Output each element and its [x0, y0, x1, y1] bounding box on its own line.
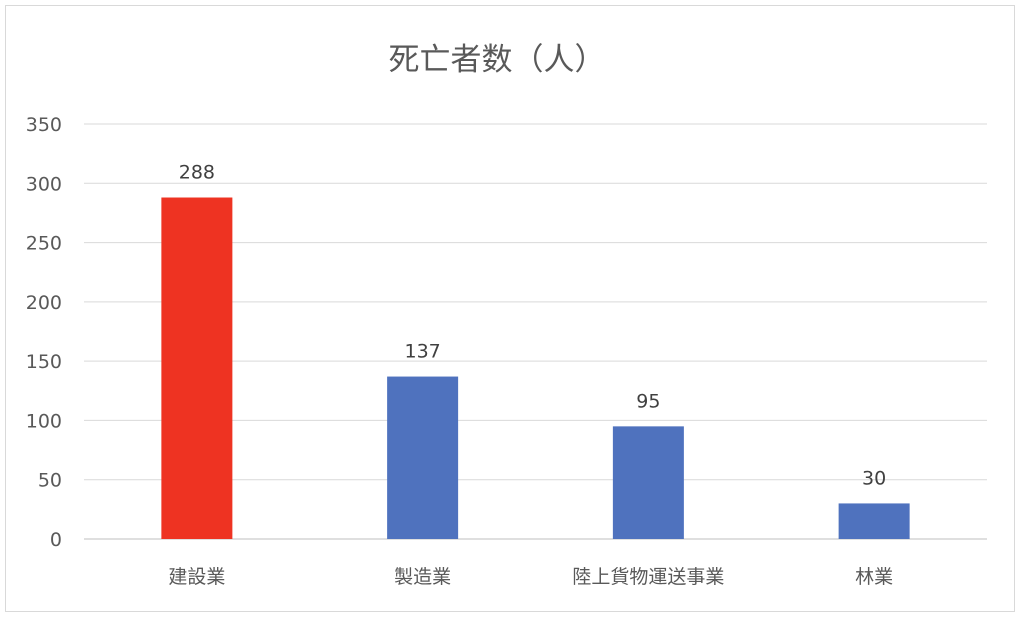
y-tick-label: 350	[26, 114, 62, 136]
category-label: 建設業	[168, 566, 225, 588]
data-label: 30	[862, 467, 886, 489]
y-axis-ticks: 0 50 100 150 200 250 300 350	[26, 114, 62, 551]
bars	[161, 197, 910, 539]
y-tick-label: 50	[38, 470, 62, 492]
data-label: 137	[404, 341, 440, 363]
gridlines	[84, 123, 987, 540]
bar	[387, 376, 459, 539]
x-axis-categories: 建設業 製造業 陸上貨物運送事業 林業	[168, 566, 893, 588]
y-tick-label: 0	[50, 529, 62, 551]
y-tick-label: 100	[26, 410, 62, 432]
y-tick-label: 250	[26, 233, 62, 255]
y-tick-label: 300	[26, 173, 62, 195]
data-label: 95	[636, 390, 660, 412]
bar	[161, 197, 233, 539]
category-label: 陸上貨物運送事業	[572, 566, 724, 588]
y-tick-label: 200	[26, 292, 62, 314]
data-labels: 288 137 95 30	[179, 162, 886, 490]
chart-title: 死亡者数（人）	[389, 42, 606, 78]
bar	[838, 503, 910, 539]
bar	[612, 426, 684, 539]
category-label: 林業	[855, 566, 893, 588]
data-label: 288	[179, 162, 215, 184]
category-label: 製造業	[394, 566, 451, 588]
y-tick-label: 150	[26, 351, 62, 373]
